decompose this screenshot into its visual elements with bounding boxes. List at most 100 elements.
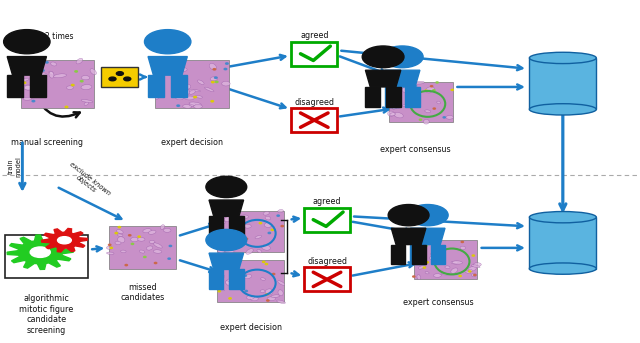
Circle shape (211, 100, 214, 102)
Ellipse shape (76, 58, 83, 64)
Circle shape (110, 247, 113, 248)
Circle shape (138, 236, 140, 237)
Ellipse shape (138, 237, 145, 241)
Circle shape (431, 86, 433, 87)
Bar (101, 67, 138, 87)
Circle shape (425, 245, 428, 246)
Ellipse shape (417, 275, 420, 280)
Circle shape (381, 46, 423, 68)
Ellipse shape (118, 237, 125, 243)
Ellipse shape (115, 241, 121, 245)
Ellipse shape (232, 271, 239, 275)
Circle shape (414, 85, 417, 87)
Ellipse shape (49, 71, 54, 75)
Circle shape (124, 77, 131, 81)
Circle shape (218, 291, 221, 292)
Ellipse shape (243, 274, 252, 279)
Ellipse shape (182, 105, 192, 108)
Ellipse shape (414, 81, 424, 84)
Ellipse shape (446, 116, 453, 119)
Ellipse shape (278, 281, 285, 285)
Ellipse shape (425, 272, 429, 274)
Circle shape (109, 77, 116, 81)
Circle shape (194, 96, 196, 98)
Ellipse shape (424, 119, 429, 124)
Circle shape (244, 275, 246, 276)
Text: expert consensus: expert consensus (380, 145, 451, 154)
Circle shape (44, 82, 46, 83)
Ellipse shape (452, 261, 463, 264)
Circle shape (362, 46, 404, 68)
Ellipse shape (81, 75, 90, 80)
Circle shape (23, 82, 26, 83)
Circle shape (267, 300, 269, 301)
Ellipse shape (398, 86, 409, 88)
Ellipse shape (402, 87, 410, 93)
Circle shape (42, 70, 44, 71)
Circle shape (118, 226, 120, 228)
Ellipse shape (143, 229, 151, 233)
Circle shape (75, 71, 77, 72)
Circle shape (266, 294, 268, 295)
Circle shape (58, 237, 71, 244)
Ellipse shape (189, 103, 195, 106)
Text: exclude known
objects: exclude known objects (64, 161, 112, 202)
Circle shape (236, 213, 239, 214)
Ellipse shape (471, 274, 477, 276)
Polygon shape (230, 216, 244, 236)
Circle shape (215, 81, 218, 83)
Ellipse shape (40, 73, 47, 76)
Ellipse shape (460, 246, 465, 250)
Circle shape (28, 61, 31, 63)
Ellipse shape (263, 212, 269, 215)
Text: expert decision: expert decision (220, 271, 282, 280)
Circle shape (168, 258, 170, 259)
Circle shape (212, 81, 214, 83)
Circle shape (220, 282, 222, 283)
Text: manual screening: manual screening (11, 138, 83, 147)
Bar (20, 60, 94, 108)
Ellipse shape (278, 290, 283, 296)
Polygon shape (172, 75, 188, 97)
Ellipse shape (255, 235, 262, 239)
Bar (217, 260, 284, 302)
Ellipse shape (425, 110, 431, 113)
Circle shape (224, 68, 227, 70)
Polygon shape (42, 228, 88, 252)
Ellipse shape (196, 95, 202, 98)
Circle shape (277, 215, 280, 216)
Circle shape (413, 243, 416, 244)
Ellipse shape (226, 279, 234, 284)
Ellipse shape (250, 297, 258, 301)
Ellipse shape (148, 230, 156, 234)
Circle shape (185, 78, 188, 80)
Circle shape (468, 271, 471, 272)
Polygon shape (209, 270, 223, 289)
Polygon shape (209, 253, 244, 270)
Circle shape (245, 238, 248, 239)
Polygon shape (410, 228, 445, 245)
Ellipse shape (182, 87, 189, 94)
Ellipse shape (409, 94, 415, 98)
Ellipse shape (49, 71, 54, 78)
Circle shape (177, 105, 180, 106)
Bar (413, 239, 477, 280)
Circle shape (436, 82, 438, 83)
Text: train
model: train model (8, 156, 21, 177)
Ellipse shape (147, 246, 153, 250)
Ellipse shape (20, 78, 29, 82)
Ellipse shape (225, 281, 232, 286)
Circle shape (32, 100, 35, 102)
Ellipse shape (260, 278, 266, 280)
Ellipse shape (451, 268, 458, 273)
Ellipse shape (468, 269, 472, 272)
Polygon shape (385, 70, 420, 87)
Circle shape (143, 256, 146, 258)
Circle shape (388, 204, 429, 226)
Ellipse shape (278, 210, 284, 213)
Ellipse shape (231, 217, 242, 222)
Circle shape (131, 243, 134, 245)
Ellipse shape (257, 249, 262, 253)
Ellipse shape (276, 300, 285, 304)
Ellipse shape (529, 263, 596, 274)
